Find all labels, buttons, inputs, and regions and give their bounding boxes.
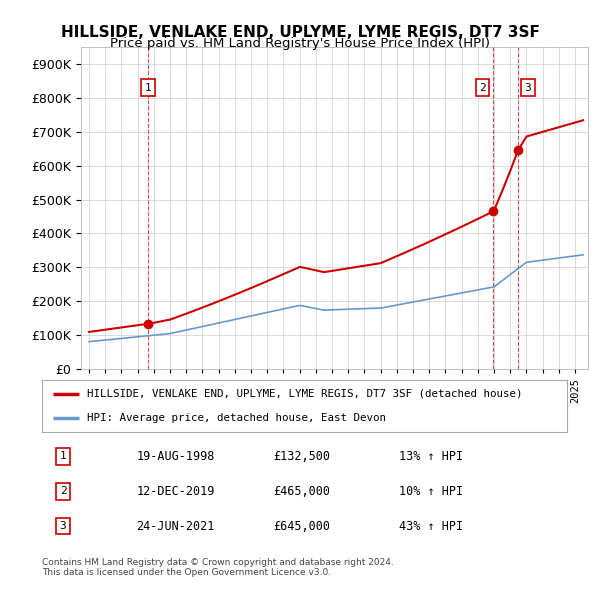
- Text: £132,500: £132,500: [273, 450, 330, 463]
- Text: HILLSIDE, VENLAKE END, UPLYME, LYME REGIS, DT7 3SF (detached house): HILLSIDE, VENLAKE END, UPLYME, LYME REGI…: [86, 389, 522, 399]
- Text: 13% ↑ HPI: 13% ↑ HPI: [399, 450, 463, 463]
- Text: 12-DEC-2019: 12-DEC-2019: [137, 484, 215, 498]
- Text: Price paid vs. HM Land Registry's House Price Index (HPI): Price paid vs. HM Land Registry's House …: [110, 37, 490, 50]
- Text: Contains HM Land Registry data © Crown copyright and database right 2024.
This d: Contains HM Land Registry data © Crown c…: [42, 558, 394, 577]
- Text: 10% ↑ HPI: 10% ↑ HPI: [399, 484, 463, 498]
- Text: 1: 1: [145, 83, 151, 93]
- Text: 1: 1: [59, 451, 67, 461]
- Text: HPI: Average price, detached house, East Devon: HPI: Average price, detached house, East…: [86, 413, 386, 423]
- Text: £465,000: £465,000: [273, 484, 330, 498]
- Text: 3: 3: [524, 83, 532, 93]
- Text: 3: 3: [59, 521, 67, 531]
- Text: 19-AUG-1998: 19-AUG-1998: [137, 450, 215, 463]
- Text: 2: 2: [479, 83, 486, 93]
- Text: £645,000: £645,000: [273, 520, 330, 533]
- Text: HILLSIDE, VENLAKE END, UPLYME, LYME REGIS, DT7 3SF: HILLSIDE, VENLAKE END, UPLYME, LYME REGI…: [61, 25, 539, 40]
- Text: 43% ↑ HPI: 43% ↑ HPI: [399, 520, 463, 533]
- Text: 24-JUN-2021: 24-JUN-2021: [137, 520, 215, 533]
- Text: 2: 2: [59, 486, 67, 496]
